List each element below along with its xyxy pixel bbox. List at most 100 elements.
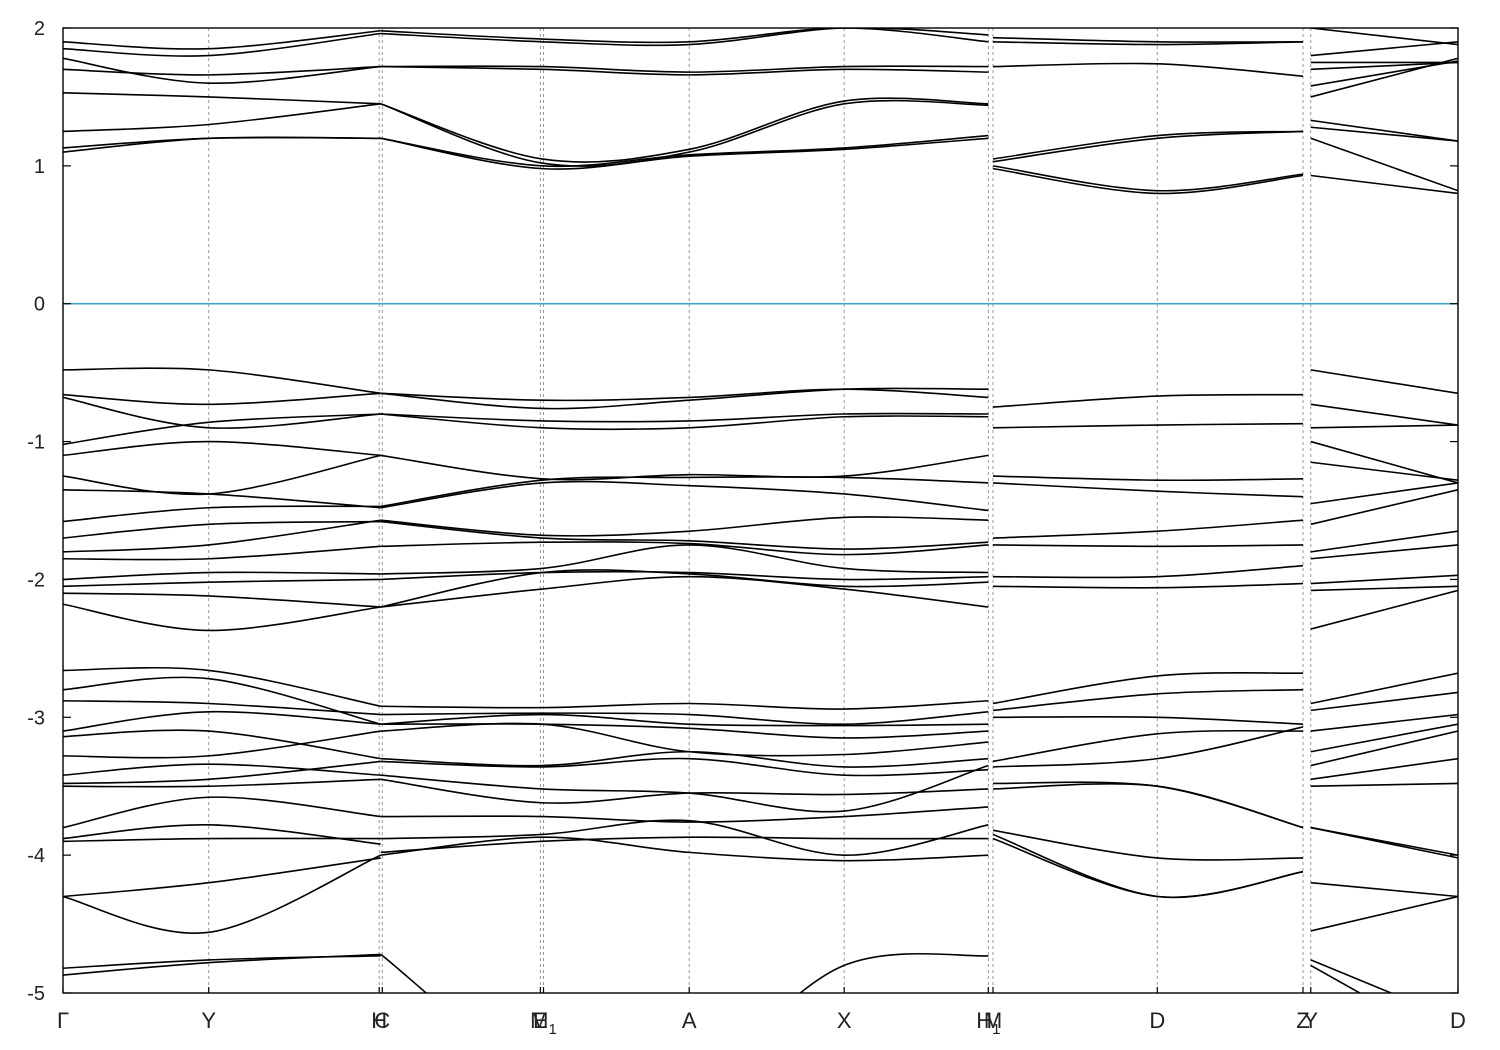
x-axis-k-labels: Γ Y HC EM1 A X H1M D ZY D — [57, 987, 1466, 1038]
band-line — [380, 541, 989, 556]
band-line — [63, 837, 381, 843]
y-tick-label: 2 — [34, 18, 45, 40]
band-line — [63, 578, 381, 588]
band-line — [63, 592, 381, 608]
band-line — [1310, 589, 1458, 630]
band-line — [380, 476, 989, 508]
band-line — [63, 65, 381, 76]
band-line — [992, 715, 1304, 725]
band-line — [380, 99, 989, 167]
band-line — [380, 952, 989, 993]
band-line — [380, 387, 989, 410]
band-line — [992, 36, 1304, 43]
band-line — [1310, 369, 1458, 395]
band-line — [380, 570, 989, 581]
band-line — [380, 699, 989, 710]
band-line — [992, 688, 1304, 712]
x-tick-label: X — [837, 1008, 852, 1033]
x-tick-label: E — [533, 1008, 548, 1033]
band-line — [63, 440, 381, 457]
band-line — [63, 954, 381, 969]
band-line — [380, 757, 989, 777]
x-tick-label: C — [374, 1008, 390, 1033]
band-line — [1310, 119, 1458, 142]
band-line — [992, 482, 1304, 498]
band-line — [1310, 881, 1458, 898]
y-axis-ticks: 2 1 0 -1 -2 -3 -4 -5 — [27, 18, 1458, 1005]
band-line — [63, 367, 381, 395]
band-line — [63, 136, 381, 149]
band-line — [63, 760, 381, 785]
k-point-grid-lines — [208, 28, 1312, 993]
x-tick-label: Y — [201, 1008, 216, 1033]
band-line — [380, 65, 989, 73]
band-line — [992, 564, 1304, 579]
band-line — [63, 505, 381, 523]
x-tick-label: Y — [1303, 1008, 1318, 1033]
band-line — [992, 672, 1304, 705]
band-line — [1310, 489, 1458, 526]
band-line — [380, 819, 989, 856]
band-line — [63, 413, 381, 446]
band-line — [1310, 723, 1458, 753]
band-line — [992, 726, 1304, 768]
band-line — [380, 134, 989, 168]
band-line — [1310, 730, 1458, 767]
band-line — [63, 392, 381, 406]
x-tick-label: D — [1149, 1008, 1165, 1033]
band-line — [63, 854, 382, 934]
band-line — [992, 519, 1304, 539]
band-line — [380, 28, 989, 44]
band-line — [63, 763, 381, 776]
band-line — [63, 519, 381, 553]
band-line — [1310, 137, 1458, 192]
band-line — [380, 544, 989, 575]
band-line — [1310, 895, 1458, 932]
band-line — [380, 97, 989, 163]
band-line — [1310, 826, 1458, 859]
band-line — [380, 710, 989, 725]
band-line — [992, 62, 1304, 78]
band-line — [992, 130, 1304, 160]
band-line — [992, 393, 1304, 408]
plot-frame — [62, 27, 1459, 994]
band-line — [380, 65, 989, 76]
band-line — [992, 833, 1304, 899]
band-line — [380, 454, 989, 481]
band-line — [63, 729, 381, 760]
band-line — [992, 729, 1304, 763]
band-line — [1310, 440, 1458, 484]
band-line — [992, 829, 1304, 861]
band-line — [1310, 713, 1458, 732]
band-line — [1310, 60, 1458, 87]
band-line — [63, 91, 381, 105]
band-line — [1310, 61, 1458, 71]
band-line — [63, 730, 381, 759]
band-line — [63, 454, 381, 496]
band-line — [1310, 461, 1458, 481]
band-line — [1310, 691, 1458, 712]
band-line — [380, 836, 989, 854]
band-line — [1310, 126, 1458, 142]
band-line — [380, 764, 989, 813]
band-line — [1310, 757, 1458, 781]
band-line — [63, 710, 381, 732]
x-tick-label-subscript: 1 — [992, 1021, 1000, 1038]
band-line — [1310, 672, 1458, 705]
band-line — [63, 103, 381, 133]
band-line — [1310, 174, 1458, 195]
band-line — [63, 32, 381, 57]
x-tick-label: H — [371, 1008, 387, 1033]
band-line — [992, 781, 1304, 829]
x-tick-label: M — [984, 1008, 1002, 1033]
x-tick-label: Γ — [57, 1008, 69, 1033]
band-line — [63, 778, 381, 788]
band-line — [380, 413, 989, 431]
band-line — [1310, 482, 1458, 505]
band-line — [63, 545, 381, 561]
y-tick-label: -3 — [27, 707, 45, 729]
x-tick-label: Z — [1296, 1008, 1309, 1033]
band-line — [380, 836, 989, 862]
band-line — [380, 713, 989, 727]
